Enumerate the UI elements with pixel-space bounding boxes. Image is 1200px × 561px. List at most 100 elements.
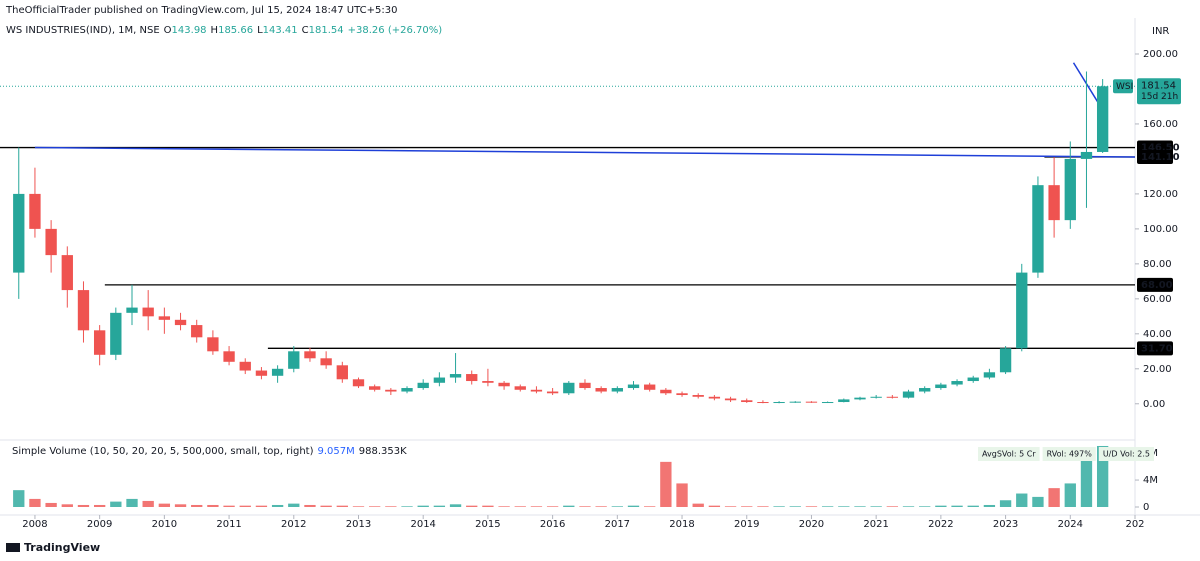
level-label: 146.50	[1141, 143, 1180, 154]
volume-bar	[514, 506, 526, 507]
volume-bar	[239, 505, 251, 507]
volume-tick-label: 0	[1143, 502, 1149, 513]
candle-body	[433, 377, 446, 383]
candle-body	[401, 388, 413, 392]
candle-body	[838, 399, 850, 403]
candle-body	[239, 361, 251, 371]
candle-body	[320, 358, 332, 366]
volume-value: 988.353K	[359, 446, 407, 457]
volume-bar	[352, 506, 365, 507]
volume-bar	[579, 506, 591, 507]
candle-body	[660, 389, 672, 394]
candle-body	[1048, 185, 1060, 221]
candle-body	[1032, 185, 1044, 273]
candle-body	[304, 351, 316, 359]
legend-key: L	[257, 25, 263, 36]
legend-title: WS INDUSTRIES(IND), 1M, NSE	[6, 25, 160, 36]
volume-bar	[692, 503, 704, 507]
volume-bar	[741, 506, 753, 507]
volume-bar	[466, 505, 478, 507]
candle-body	[352, 379, 365, 387]
level-tag	[1137, 277, 1173, 292]
volume-bar	[838, 506, 850, 507]
candle-body	[902, 391, 915, 398]
candle-body	[449, 374, 462, 378]
x-tick-label: 2016	[540, 519, 565, 530]
volume-bar	[563, 505, 575, 507]
x-tick-label: 2008	[22, 519, 47, 530]
candle-body	[61, 255, 73, 291]
volume-badge	[1042, 447, 1096, 461]
candle-body	[773, 402, 785, 404]
volume-bar	[433, 505, 446, 507]
volume-bar	[821, 506, 834, 507]
candle-body	[255, 370, 268, 376]
x-tick-label: 2009	[87, 519, 112, 530]
volume-bar	[1032, 496, 1044, 507]
volume-bar	[660, 461, 672, 507]
y-tick-label: 60.00	[1143, 294, 1172, 305]
volume-badge-label: RVol: 497%	[1047, 450, 1093, 459]
volume-bar	[1064, 483, 1076, 507]
candle-body	[789, 401, 801, 403]
volume-bar	[1048, 488, 1060, 507]
volume-bar	[482, 505, 494, 507]
candle-body	[336, 365, 348, 380]
candle-body	[466, 374, 478, 382]
candle-body	[29, 193, 41, 229]
level-label: 31.70	[1141, 343, 1173, 354]
volume-value: 9.057M	[318, 446, 355, 457]
volume-bar	[158, 503, 171, 507]
volume-bar	[401, 506, 413, 507]
volume-bar	[336, 505, 348, 507]
x-tick-label: 2013	[346, 519, 371, 530]
volume-bar	[546, 506, 559, 507]
candle-body	[207, 337, 219, 352]
y-tick-label: 0.00	[1143, 399, 1165, 410]
candle-body	[530, 389, 543, 392]
candle-body	[644, 384, 656, 390]
candle-body	[514, 386, 526, 390]
legend-key: C	[302, 25, 309, 36]
candle-body	[935, 384, 947, 389]
volume-bar	[498, 506, 510, 507]
candle-body	[757, 402, 769, 404]
footer: TradingView	[24, 541, 100, 554]
volume-bar	[255, 505, 268, 507]
volume-title: Simple Volume (10, 50, 20, 20, 5, 500,00…	[12, 446, 314, 457]
volume-bar	[724, 506, 737, 507]
legend-key: O	[164, 25, 172, 36]
candle-body	[951, 381, 963, 385]
candle-body	[482, 381, 494, 383]
candle-body	[191, 325, 203, 338]
volume-bar	[773, 506, 785, 507]
candle-body	[271, 368, 284, 376]
x-tick-label: 2012	[281, 519, 306, 530]
volume-bar	[1016, 493, 1028, 507]
x-tick-label: 2023	[993, 519, 1018, 530]
x-tick-label: 2021	[863, 519, 888, 530]
volume-bar	[935, 505, 947, 507]
volume-bar	[288, 503, 300, 507]
volume-bar	[676, 483, 688, 507]
currency: INR	[1152, 26, 1169, 37]
y-tick-label: 40.00	[1143, 329, 1172, 340]
volume-badge	[978, 447, 1040, 461]
volume-bar	[320, 505, 332, 507]
candle-body	[110, 312, 122, 355]
y-tick-label: 200.00	[1143, 49, 1178, 60]
candle-body	[821, 402, 834, 404]
x-tick-label: 2010	[152, 519, 177, 530]
candle-body	[369, 386, 381, 390]
volume-bar	[126, 498, 138, 507]
volume-bar	[369, 506, 381, 507]
candle-body	[1096, 86, 1109, 152]
volume-bar	[61, 504, 73, 507]
volume-bar	[207, 504, 219, 507]
x-tick-label: 2017	[605, 519, 630, 530]
y-tick-label: 80.00	[1143, 259, 1172, 270]
level-label: 141.10	[1141, 152, 1180, 163]
price-tag-box	[1137, 78, 1181, 105]
candle-body	[676, 393, 688, 396]
